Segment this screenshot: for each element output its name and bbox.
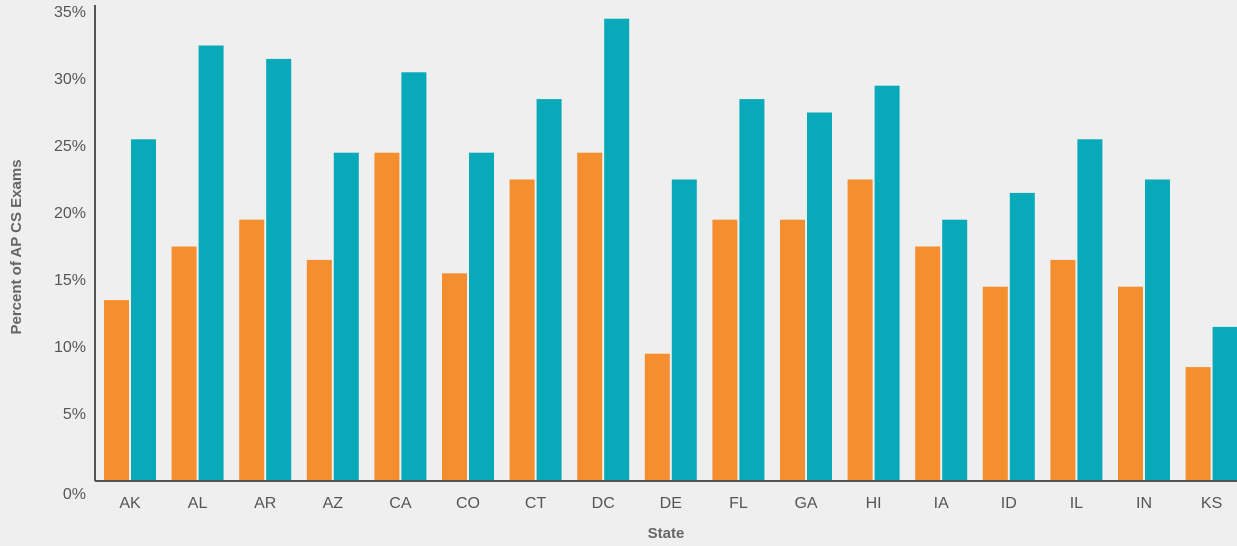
y-tick-label: 25% — [54, 138, 86, 155]
x-axis-labels: AK AL AR AZ CA CO CT DC DE FL GA HI IA ID IL IN KS — [119, 495, 1222, 512]
bar-ga-series-2 — [807, 112, 832, 481]
bar-in-series-1 — [1118, 286, 1143, 481]
bar-ca-series-2 — [401, 72, 427, 482]
bar-ia-series-2 — [942, 219, 968, 481]
bar-de-series-1 — [644, 353, 670, 481]
bar-ar-series-2 — [266, 58, 292, 482]
bar-id-series-2 — [1009, 192, 1035, 481]
bar-fl-series-1 — [712, 219, 738, 481]
x-tick-label-ct: CT — [525, 495, 547, 512]
bar-dc-series-2 — [604, 18, 630, 481]
x-tick-label-ak: AK — [119, 495, 141, 512]
bar-ct-series-1 — [509, 179, 535, 481]
x-tick-label-dc: DC — [592, 495, 615, 512]
bar-az-series-1 — [306, 259, 332, 481]
x-tick-label-ia: IA — [934, 495, 949, 512]
bar-ak-series-2 — [131, 139, 156, 482]
x-axis-title: State — [648, 525, 685, 542]
x-tick-label-in: IN — [1136, 495, 1152, 512]
x-tick-label-ga: GA — [794, 495, 817, 512]
y-tick-label: 10% — [54, 339, 86, 356]
bar-il-series-1 — [1050, 259, 1076, 481]
bar-hi-series-1 — [847, 179, 873, 481]
bar-in-series-2 — [1145, 179, 1170, 481]
x-tick-label-de: DE — [660, 495, 682, 512]
bar-ak-series-1 — [104, 300, 129, 481]
x-tick-label-ks: KS — [1201, 495, 1222, 512]
bar-ar-series-1 — [239, 219, 265, 481]
x-tick-label-co: CO — [456, 495, 480, 512]
bars-group — [104, 18, 1237, 482]
bar-al-series-1 — [171, 246, 197, 481]
y-tick-label: 0% — [63, 486, 86, 503]
bar-ct-series-2 — [536, 99, 562, 481]
y-tick-label: 15% — [54, 272, 86, 289]
bar-fl-series-2 — [739, 99, 765, 481]
bar-al-series-2 — [198, 45, 224, 481]
bar-ia-series-1 — [915, 246, 941, 481]
x-tick-label-il: IL — [1070, 495, 1083, 512]
x-tick-label-ar: AR — [254, 495, 276, 512]
bar-id-series-1 — [982, 286, 1008, 481]
bar-dc-series-1 — [577, 152, 603, 481]
x-tick-label-hi: HI — [866, 495, 882, 512]
bar-az-series-2 — [333, 152, 359, 481]
y-tick-label: 5% — [63, 406, 86, 423]
y-tick-label: 30% — [54, 71, 86, 88]
bar-hi-series-2 — [874, 85, 900, 481]
bar-ca-series-1 — [374, 152, 400, 481]
bar-ks-series-2 — [1212, 326, 1237, 481]
y-tick-label: 20% — [54, 205, 86, 222]
y-axis-ticks: 0% 5% 10% 15% 20% 25% 30% 35% — [54, 4, 86, 503]
x-tick-label-al: AL — [188, 495, 208, 512]
y-axis-title: Percent of AP CS Exams — [8, 159, 25, 334]
x-tick-label-fl: FL — [729, 495, 748, 512]
bar-ga-series-1 — [780, 219, 805, 481]
y-tick-label: 35% — [54, 4, 86, 21]
bar-co-series-2 — [469, 152, 494, 481]
bar-ks-series-1 — [1185, 367, 1211, 481]
x-tick-label-id: ID — [1001, 495, 1017, 512]
x-tick-label-az: AZ — [323, 495, 344, 512]
bar-co-series-1 — [442, 273, 467, 481]
bar-il-series-2 — [1077, 139, 1103, 482]
x-tick-label-ca: CA — [389, 495, 412, 512]
bar-de-series-2 — [671, 179, 697, 481]
